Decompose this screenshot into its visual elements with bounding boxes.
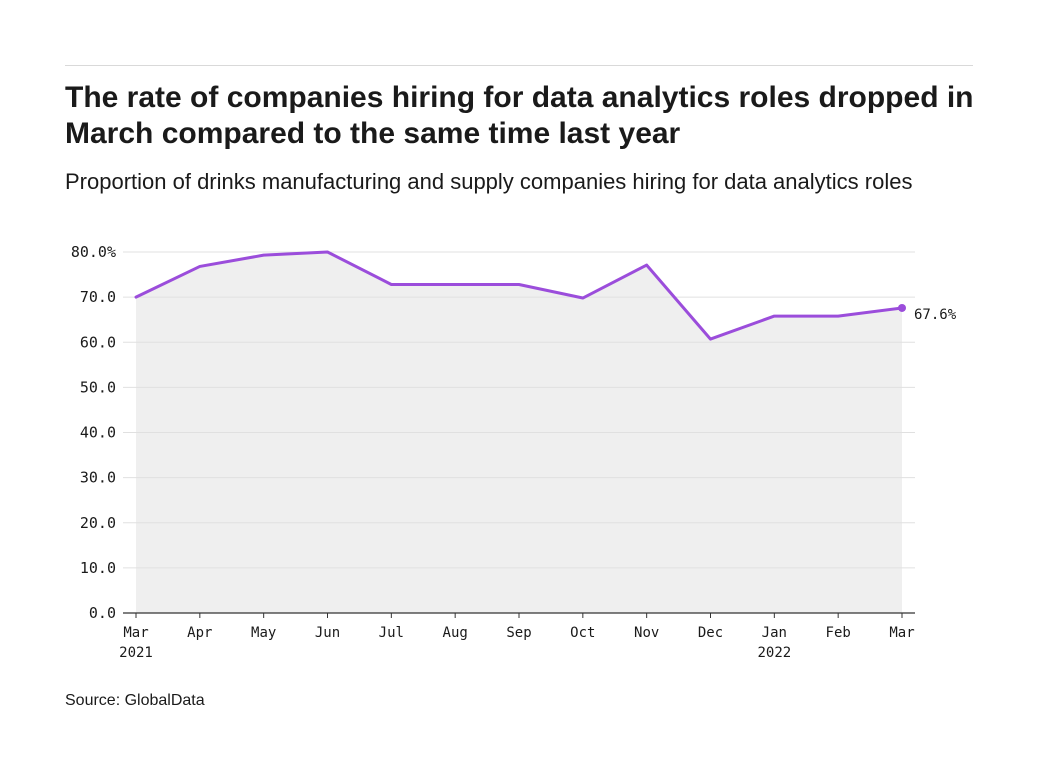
x-tick-label: Aug: [443, 625, 468, 641]
x-tick-year-label: 2021: [119, 645, 153, 661]
x-tick-label: Jul: [379, 625, 404, 641]
x-tick-year-label: 2022: [757, 645, 791, 661]
x-tick-label: Feb: [826, 625, 851, 641]
y-tick-label: 60.0: [80, 333, 116, 351]
x-tick-label: Mar: [889, 625, 914, 641]
x-tick-label: Apr: [187, 625, 212, 641]
y-tick-label: 50.0: [80, 378, 116, 396]
y-tick-label: 10.0: [80, 559, 116, 577]
x-tick-label: Oct: [570, 625, 595, 641]
series-line: [134, 250, 904, 341]
x-tick-label: Mar: [123, 625, 148, 641]
end-value-label: 67.6%: [914, 307, 957, 323]
x-tick-label: Jan: [762, 625, 787, 641]
x-tick-label: Nov: [634, 625, 659, 641]
x-tick-label: Dec: [698, 625, 723, 641]
y-tick-label: 80.0%: [71, 243, 116, 261]
end-point-marker: [898, 303, 906, 312]
y-tick-label: 40.0: [80, 424, 116, 442]
x-tick-label: Sep: [506, 625, 531, 641]
x-tick-label: May: [251, 625, 276, 641]
y-tick-label: 30.0: [80, 469, 116, 487]
chart-title: The rate of companies hiring for data an…: [65, 81, 974, 150]
chart-area: 0.0 10.0 20.0 30.0 40.0 50.0 60.0 70.0 80.0% Mar 2…: [0, 230, 1038, 670]
top-rule: [65, 65, 973, 66]
line-chart: 0.0 10.0 20.0 30.0 40.0 50.0 60.0 70.0 80.0% Mar 2…: [71, 243, 957, 661]
x-tick-label: Jun: [315, 625, 340, 641]
source-note: Source: GlobalData: [65, 692, 205, 709]
chart-subtitle: Proportion of drinks manufacturing and s…: [65, 169, 913, 194]
y-tick-label: 0.0: [89, 604, 116, 622]
y-tick-label: 70.0: [80, 288, 116, 306]
y-tick-label: 20.0: [80, 514, 116, 532]
